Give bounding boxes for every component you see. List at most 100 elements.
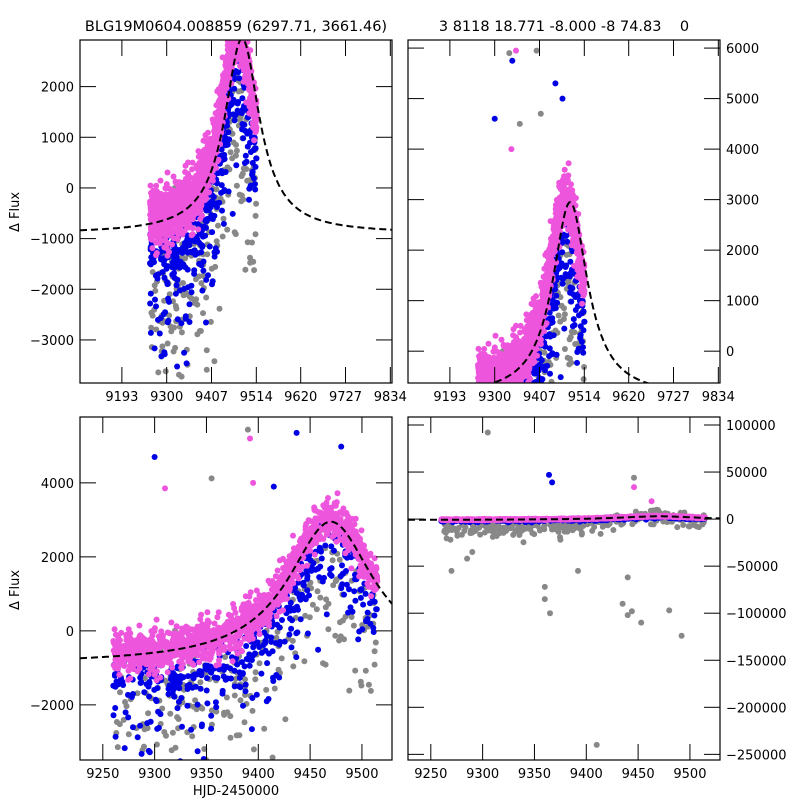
data-point: [314, 588, 321, 595]
data-point: [510, 427, 516, 433]
data-point: [540, 305, 547, 312]
data-point: [484, 481, 490, 487]
data-point: [231, 117, 238, 124]
data-point: [508, 423, 514, 429]
data-point: [485, 340, 492, 347]
data-point: [238, 0, 244, 2]
data-point: [200, 258, 207, 265]
data-point: [137, 674, 144, 681]
data-point: [581, 287, 588, 294]
data-point: [186, 319, 193, 325]
data-point: [244, 80, 251, 87]
data-point: [480, 383, 486, 389]
data-point: [246, 196, 252, 203]
data-point: [531, 457, 537, 463]
data-point: [331, 547, 337, 554]
data-point: [162, 784, 168, 790]
x-tick-label: 9727: [329, 390, 362, 405]
data-point: [163, 203, 170, 210]
panel-top-right: 9193 9300 9407 9514 9620 9727 9834010002000300…: [407, 39, 759, 493]
data-point: [112, 733, 119, 740]
data-point: [261, 725, 268, 732]
data-point: [572, 294, 579, 300]
data-point: [577, 323, 584, 330]
data-point: [530, 295, 537, 302]
data-point: [505, 428, 511, 434]
data-point: [162, 309, 169, 316]
data-point: [530, 354, 537, 361]
data-point: [520, 410, 526, 416]
data-point: [204, 154, 211, 160]
x-tick-label: 9193: [105, 390, 138, 405]
data-point: [177, 181, 184, 188]
data-point: [476, 454, 482, 460]
data-point: [233, 162, 240, 169]
data-point: [211, 358, 218, 365]
data-point: [481, 466, 487, 472]
data-point: [246, 662, 253, 669]
data-point: [515, 457, 521, 463]
data-point: [181, 208, 188, 215]
data-point: [268, 634, 275, 641]
data-point: [505, 344, 512, 351]
data-point: [273, 634, 280, 641]
data-point: [486, 384, 492, 390]
data-point: [372, 639, 379, 646]
data-point: [357, 594, 364, 601]
data-point: [360, 601, 367, 608]
data-point: [526, 406, 532, 412]
data-point: [227, 734, 234, 741]
data-point: [177, 758, 184, 760]
data-point: [221, 69, 228, 76]
data-point: [502, 410, 508, 416]
data-point: [489, 481, 495, 487]
data-point: [502, 427, 508, 433]
data-point: [496, 486, 502, 492]
data-point: [182, 240, 189, 247]
data-point: [238, 659, 245, 666]
data-point: [526, 425, 532, 431]
data-point: [184, 702, 191, 709]
data-point: [211, 116, 218, 123]
data-point: [207, 215, 213, 222]
data-point: [233, 147, 240, 154]
data-point: [154, 725, 161, 732]
data-point: [511, 386, 517, 392]
data-point: [180, 189, 187, 196]
data-point: [242, 681, 249, 688]
data-point: [201, 197, 208, 204]
data-point: [502, 449, 508, 455]
data-point: [141, 675, 148, 682]
data-point: [125, 731, 132, 738]
data-point: [556, 207, 563, 214]
data-point: [181, 349, 188, 356]
data-point: [173, 247, 179, 254]
data-point: [502, 446, 508, 452]
data-point: [490, 438, 496, 444]
data-point: [477, 421, 483, 427]
x-tick-label: 9620: [284, 390, 317, 405]
data-point: [145, 710, 152, 717]
data-point: [146, 693, 153, 700]
data-point: [480, 460, 486, 466]
data-point: [541, 408, 547, 414]
data-point: [507, 426, 513, 432]
data-point: [185, 159, 191, 166]
data-point: [196, 260, 203, 267]
data-point: [174, 714, 181, 721]
data-point: [500, 438, 506, 444]
data-point: [172, 303, 179, 309]
data-point: [241, 719, 248, 726]
data-point: [492, 407, 498, 413]
data-point: [246, 110, 253, 117]
data-point: [514, 397, 520, 403]
data-point: [223, 694, 230, 701]
data-point: [505, 487, 511, 493]
data-point: [502, 419, 508, 425]
data-point: [556, 215, 563, 222]
x-tick-label: 9300: [150, 390, 183, 405]
data-point: [282, 716, 289, 723]
data-point: [116, 721, 123, 728]
data-point: [493, 417, 499, 423]
data-point: [169, 241, 175, 248]
